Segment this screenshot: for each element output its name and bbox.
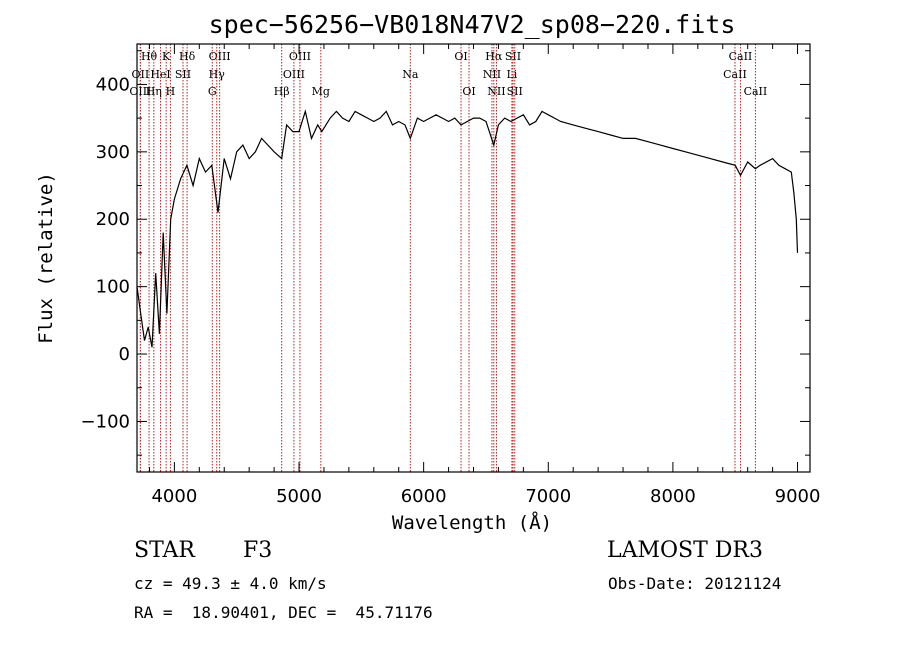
observation-date: Obs-Date: 20121124 (608, 574, 782, 593)
y-tick-label: −100 (81, 411, 130, 432)
spectral-line-label: HeI (150, 68, 170, 81)
spectral-line-label: Hγ (209, 68, 226, 81)
spectral-line-label: Hβ (274, 85, 290, 98)
y-axis-label: Flux (relative) (35, 172, 57, 344)
spectral-line-label: Hθ (141, 50, 158, 63)
spectral-line-label: CaII (723, 68, 747, 81)
spectral-line-label: Hδ (179, 50, 196, 63)
spectral-line-label: NII (483, 68, 501, 81)
spectral-line-label: Li (506, 68, 517, 81)
spectral-line-label: Hη (146, 85, 162, 98)
y-tick-label: 0 (119, 344, 130, 365)
spectral-line-label: SII (507, 85, 523, 98)
x-tick-label: 9000 (775, 486, 821, 507)
spectral-line-label: K (162, 50, 171, 63)
x-axis-label: Wavelength (Å) (392, 511, 552, 534)
y-tick-label: 200 (96, 209, 130, 230)
x-tick-label: 8000 (650, 486, 696, 507)
spectral-line-label: H (166, 85, 176, 98)
spectral-line-label: CaII (744, 85, 768, 98)
spectral-line-label: SII (505, 50, 521, 63)
spectral-line-label: Mg (312, 85, 330, 98)
spectral-line-label: CaII (729, 50, 753, 63)
spectral-line-label: NII (487, 85, 505, 98)
spectral-line-label: SII (175, 68, 191, 81)
plot-frame (136, 43, 811, 473)
spectral-subclass: F3 (243, 538, 273, 563)
spectral-line-label: OI (454, 50, 467, 63)
spectral-line-label: OIII (289, 50, 311, 63)
x-tick-label: 6000 (401, 486, 447, 507)
spectral-line-label: OIII (283, 68, 305, 81)
x-tick-label: 5000 (276, 486, 322, 507)
spectrum-line (136, 109, 799, 348)
spectral-line-label: Hα (485, 50, 503, 63)
x-tick-label: 7000 (525, 486, 571, 507)
y-tick-label: 100 (96, 277, 130, 298)
redshift-readout: cz = 49.3 ± 4.0 km/s (134, 574, 327, 593)
object-type: STAR (134, 538, 195, 563)
spectral-line-label: G (208, 85, 217, 98)
y-tick-label: 400 (96, 74, 130, 95)
spectral-line-label: OI (462, 85, 475, 98)
coordinates-readout: RA = 18.90401, DEC = 45.71176 (134, 603, 433, 622)
survey-name: LAMOST DR3 (607, 538, 763, 563)
y-tick-label: 300 (96, 142, 130, 163)
chart-title: spec−56256−VB018N47V2_sp08−220.fits (209, 10, 736, 39)
spectral-line-label: OIII (209, 50, 231, 63)
spectral-line-label: OIII (129, 85, 151, 98)
spectral-line-label: Na (402, 68, 419, 81)
x-tick-label: 4000 (151, 486, 197, 507)
axis-ticks: 4000 5000 6000 7000 8000 9000 −100 0 100 200 300 40… (81, 44, 821, 507)
